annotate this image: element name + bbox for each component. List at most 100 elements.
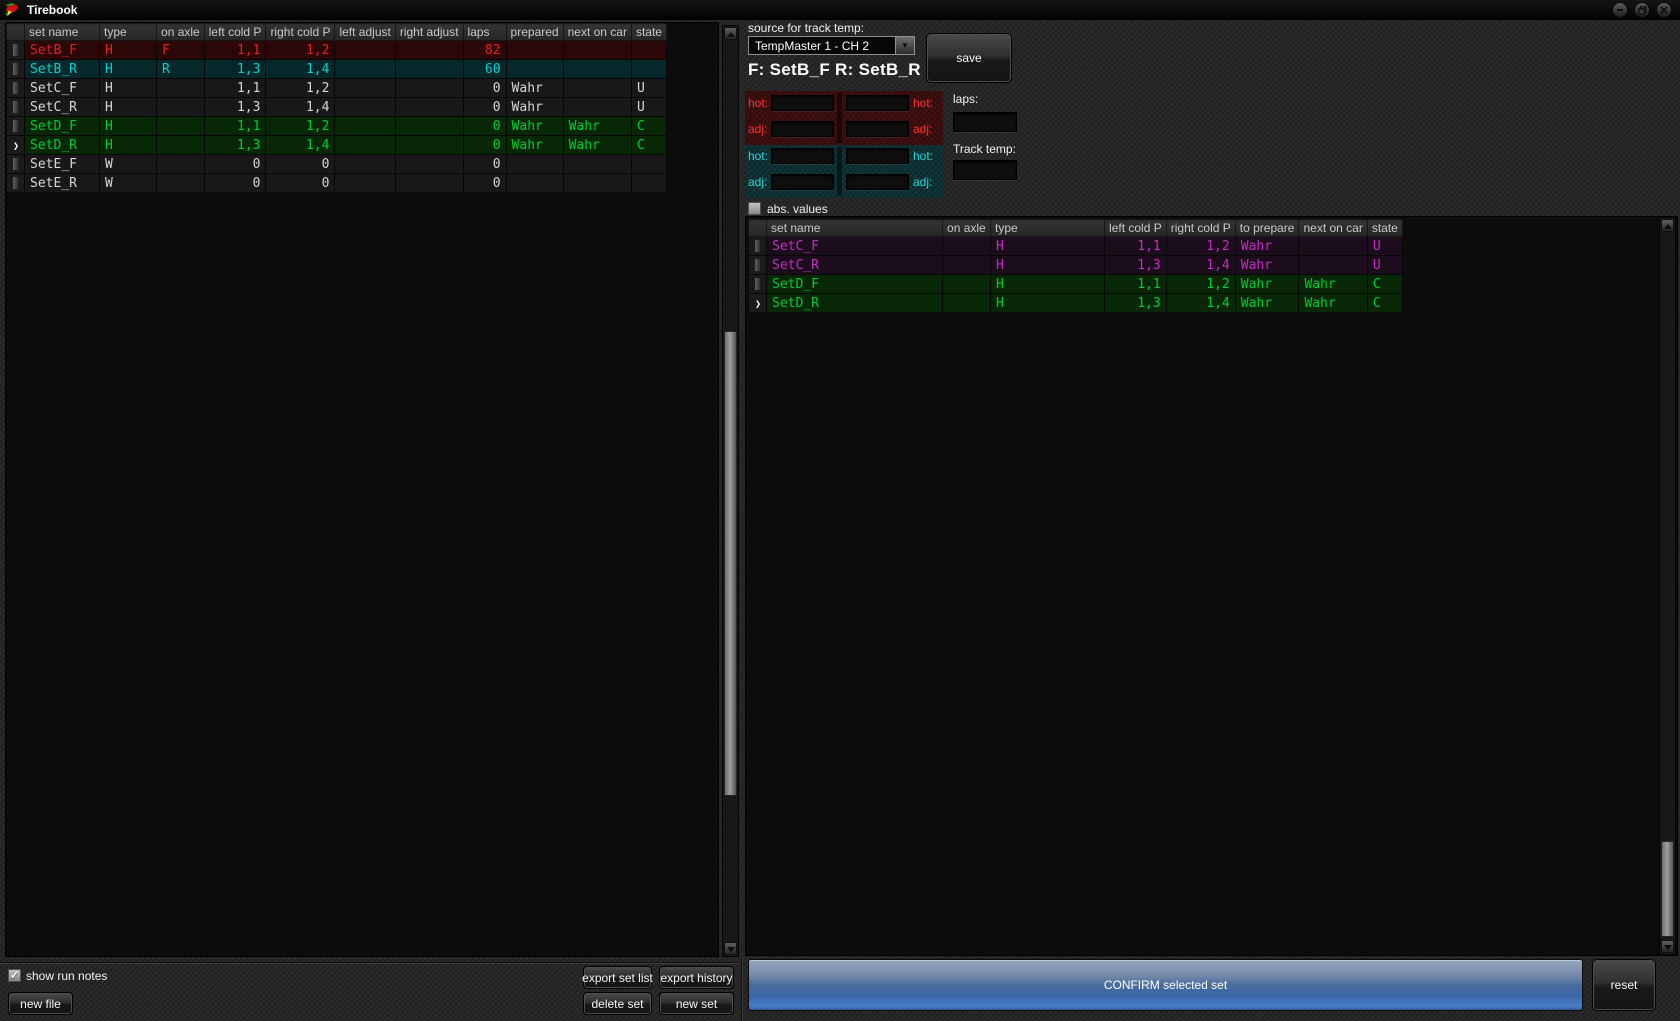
column-header-next-on-car[interactable]: next on car [1298, 219, 1368, 237]
column-header-type[interactable]: type [990, 219, 1106, 237]
row-selector[interactable] [5, 154, 26, 174]
cell [394, 173, 464, 193]
cell: Wahr [505, 116, 564, 136]
front-right-hot-input[interactable] [846, 95, 909, 111]
cell [630, 40, 667, 60]
table-row[interactable]: SetB_R H R 1,3 1,4 60 [5, 59, 667, 79]
cell [942, 293, 992, 313]
scroll-up-button[interactable] [724, 27, 737, 40]
delete-set-button[interactable]: delete set [583, 992, 652, 1015]
cell: Wahr [1234, 274, 1300, 294]
selected-row-indicator[interactable]: ❯ [747, 293, 768, 313]
table-row[interactable]: SetD_F H 1,1 1,2 Wahr Wahr C [747, 274, 1403, 294]
row-selector[interactable] [5, 97, 26, 117]
column-header-right-cold-P[interactable]: right cold P [265, 23, 336, 41]
column-header-to-prepare[interactable]: to prepare [1234, 219, 1300, 237]
cell: SetD_R [766, 293, 944, 313]
table-row[interactable]: ❯ SetD_R H 1,3 1,4 Wahr Wahr C [747, 293, 1403, 313]
front-left-hot-input[interactable] [771, 95, 834, 111]
cell: Wahr [1298, 274, 1368, 294]
row-selector[interactable] [747, 274, 768, 294]
cell: SetD_F [24, 116, 101, 136]
new-file-button[interactable]: new file [8, 992, 73, 1015]
right-table-scrollbar[interactable] [1659, 217, 1676, 955]
cell: SetB_R [24, 59, 101, 79]
track-temp-source-select[interactable]: TempMaster 1 - CH 2 ▼ [748, 36, 915, 55]
table-row[interactable]: SetC_R H 1,3 1,4 Wahr U [747, 255, 1403, 275]
column-header-on-axle[interactable]: on axle [942, 219, 992, 237]
column-header-state[interactable]: state [630, 23, 667, 41]
column-header-type[interactable]: type [99, 23, 158, 41]
section-divider [837, 93, 842, 143]
row-selector[interactable] [747, 236, 768, 256]
table-row[interactable]: SetD_F H 1,1 1,2 0 Wahr Wahr C [5, 116, 667, 136]
export-set-list-button[interactable]: export set list [582, 966, 653, 989]
laps-input[interactable] [953, 112, 1017, 132]
front-left-adj-input[interactable] [771, 121, 834, 137]
selected-row-indicator[interactable]: ❯ [5, 135, 26, 155]
row-selector[interactable] [747, 255, 768, 275]
cell: 1,2 [1165, 236, 1236, 256]
left-table-scrollbar[interactable] [722, 25, 739, 957]
scroll-down-button[interactable] [1661, 940, 1674, 953]
column-header-on-axle[interactable]: on axle [156, 23, 205, 41]
restore-button[interactable] [1634, 2, 1650, 18]
table-row[interactable]: SetE_F W 0 0 0 [5, 154, 667, 174]
table-row[interactable]: SetB_F H F 1,1 1,2 82 [5, 40, 667, 60]
column-header-left-adjust[interactable]: left adjust [334, 23, 396, 41]
rear-left-hot-input[interactable] [771, 148, 834, 164]
column-header-selector[interactable] [747, 219, 768, 237]
column-header-state[interactable]: state [1366, 219, 1403, 237]
column-header-left-cold-P[interactable]: left cold P [203, 23, 267, 41]
close-button[interactable] [1656, 2, 1672, 18]
show-run-notes-checkbox[interactable]: ✓ [8, 969, 21, 982]
front-right-adj-input[interactable] [846, 121, 909, 137]
scroll-up-button[interactable] [1661, 219, 1674, 232]
rear-right-hot-input[interactable] [846, 148, 909, 164]
front-hot-left-label: hot: [748, 96, 769, 110]
column-header-selector[interactable] [5, 23, 26, 41]
cell [394, 78, 464, 98]
table-row[interactable]: ❯ SetD_R H 1,3 1,4 0 Wahr Wahr C [5, 135, 667, 155]
column-header-set-name[interactable]: set name [24, 23, 101, 41]
row-selector[interactable] [5, 78, 26, 98]
table-row[interactable]: SetE_R W 0 0 0 [5, 173, 667, 193]
table-row[interactable]: SetC_F H 1,1 1,2 Wahr U [747, 236, 1403, 256]
table-row[interactable]: SetC_F H 1,1 1,2 0 Wahr U [5, 78, 667, 98]
scrollbar-thumb[interactable] [724, 331, 737, 796]
column-header-set-name[interactable]: set name [766, 219, 944, 237]
minimize-button[interactable] [1612, 2, 1628, 18]
scroll-down-button[interactable] [724, 942, 737, 955]
export-history-button[interactable]: export history [659, 966, 734, 989]
column-header-left-cold-P[interactable]: left cold P [1104, 219, 1167, 237]
abs-values-checkbox[interactable] [748, 202, 761, 215]
confirm-selected-set-button[interactable]: CONFIRM selected set [748, 959, 1583, 1011]
row-selector[interactable] [5, 116, 26, 136]
column-header-right-cold-P[interactable]: right cold P [1165, 219, 1236, 237]
scrollbar-thumb[interactable] [1661, 841, 1674, 937]
cell: H [99, 78, 158, 98]
table-row[interactable]: SetC_R H 1,3 1,4 0 Wahr U [5, 97, 667, 117]
save-button[interactable]: save [926, 33, 1012, 83]
column-header-right-adjust[interactable]: right adjust [394, 23, 464, 41]
track-temp-input[interactable] [953, 160, 1017, 180]
reset-button[interactable]: reset [1592, 959, 1656, 1011]
rear-left-adj-input[interactable] [771, 174, 834, 190]
column-header-prepared[interactable]: prepared [505, 23, 564, 41]
cell: 1,2 [1165, 274, 1236, 294]
cell [562, 97, 632, 117]
row-handle [12, 43, 19, 57]
cell: 1,2 [265, 78, 336, 98]
cell: W [99, 173, 158, 193]
new-set-button[interactable]: new set [659, 992, 734, 1015]
rear-right-adj-input[interactable] [846, 174, 909, 190]
cell: SetD_F [766, 274, 944, 294]
chevron-down-icon[interactable]: ▼ [895, 37, 914, 54]
column-header-next-on-car[interactable]: next on car [562, 23, 632, 41]
row-selector[interactable] [5, 40, 26, 60]
selected-sets-header: F: SetB_F R: SetB_R [748, 60, 921, 79]
row-selector[interactable] [5, 173, 26, 193]
column-header-laps[interactable]: laps [462, 23, 507, 41]
cell: 1,4 [265, 135, 336, 155]
row-selector[interactable] [5, 59, 26, 79]
